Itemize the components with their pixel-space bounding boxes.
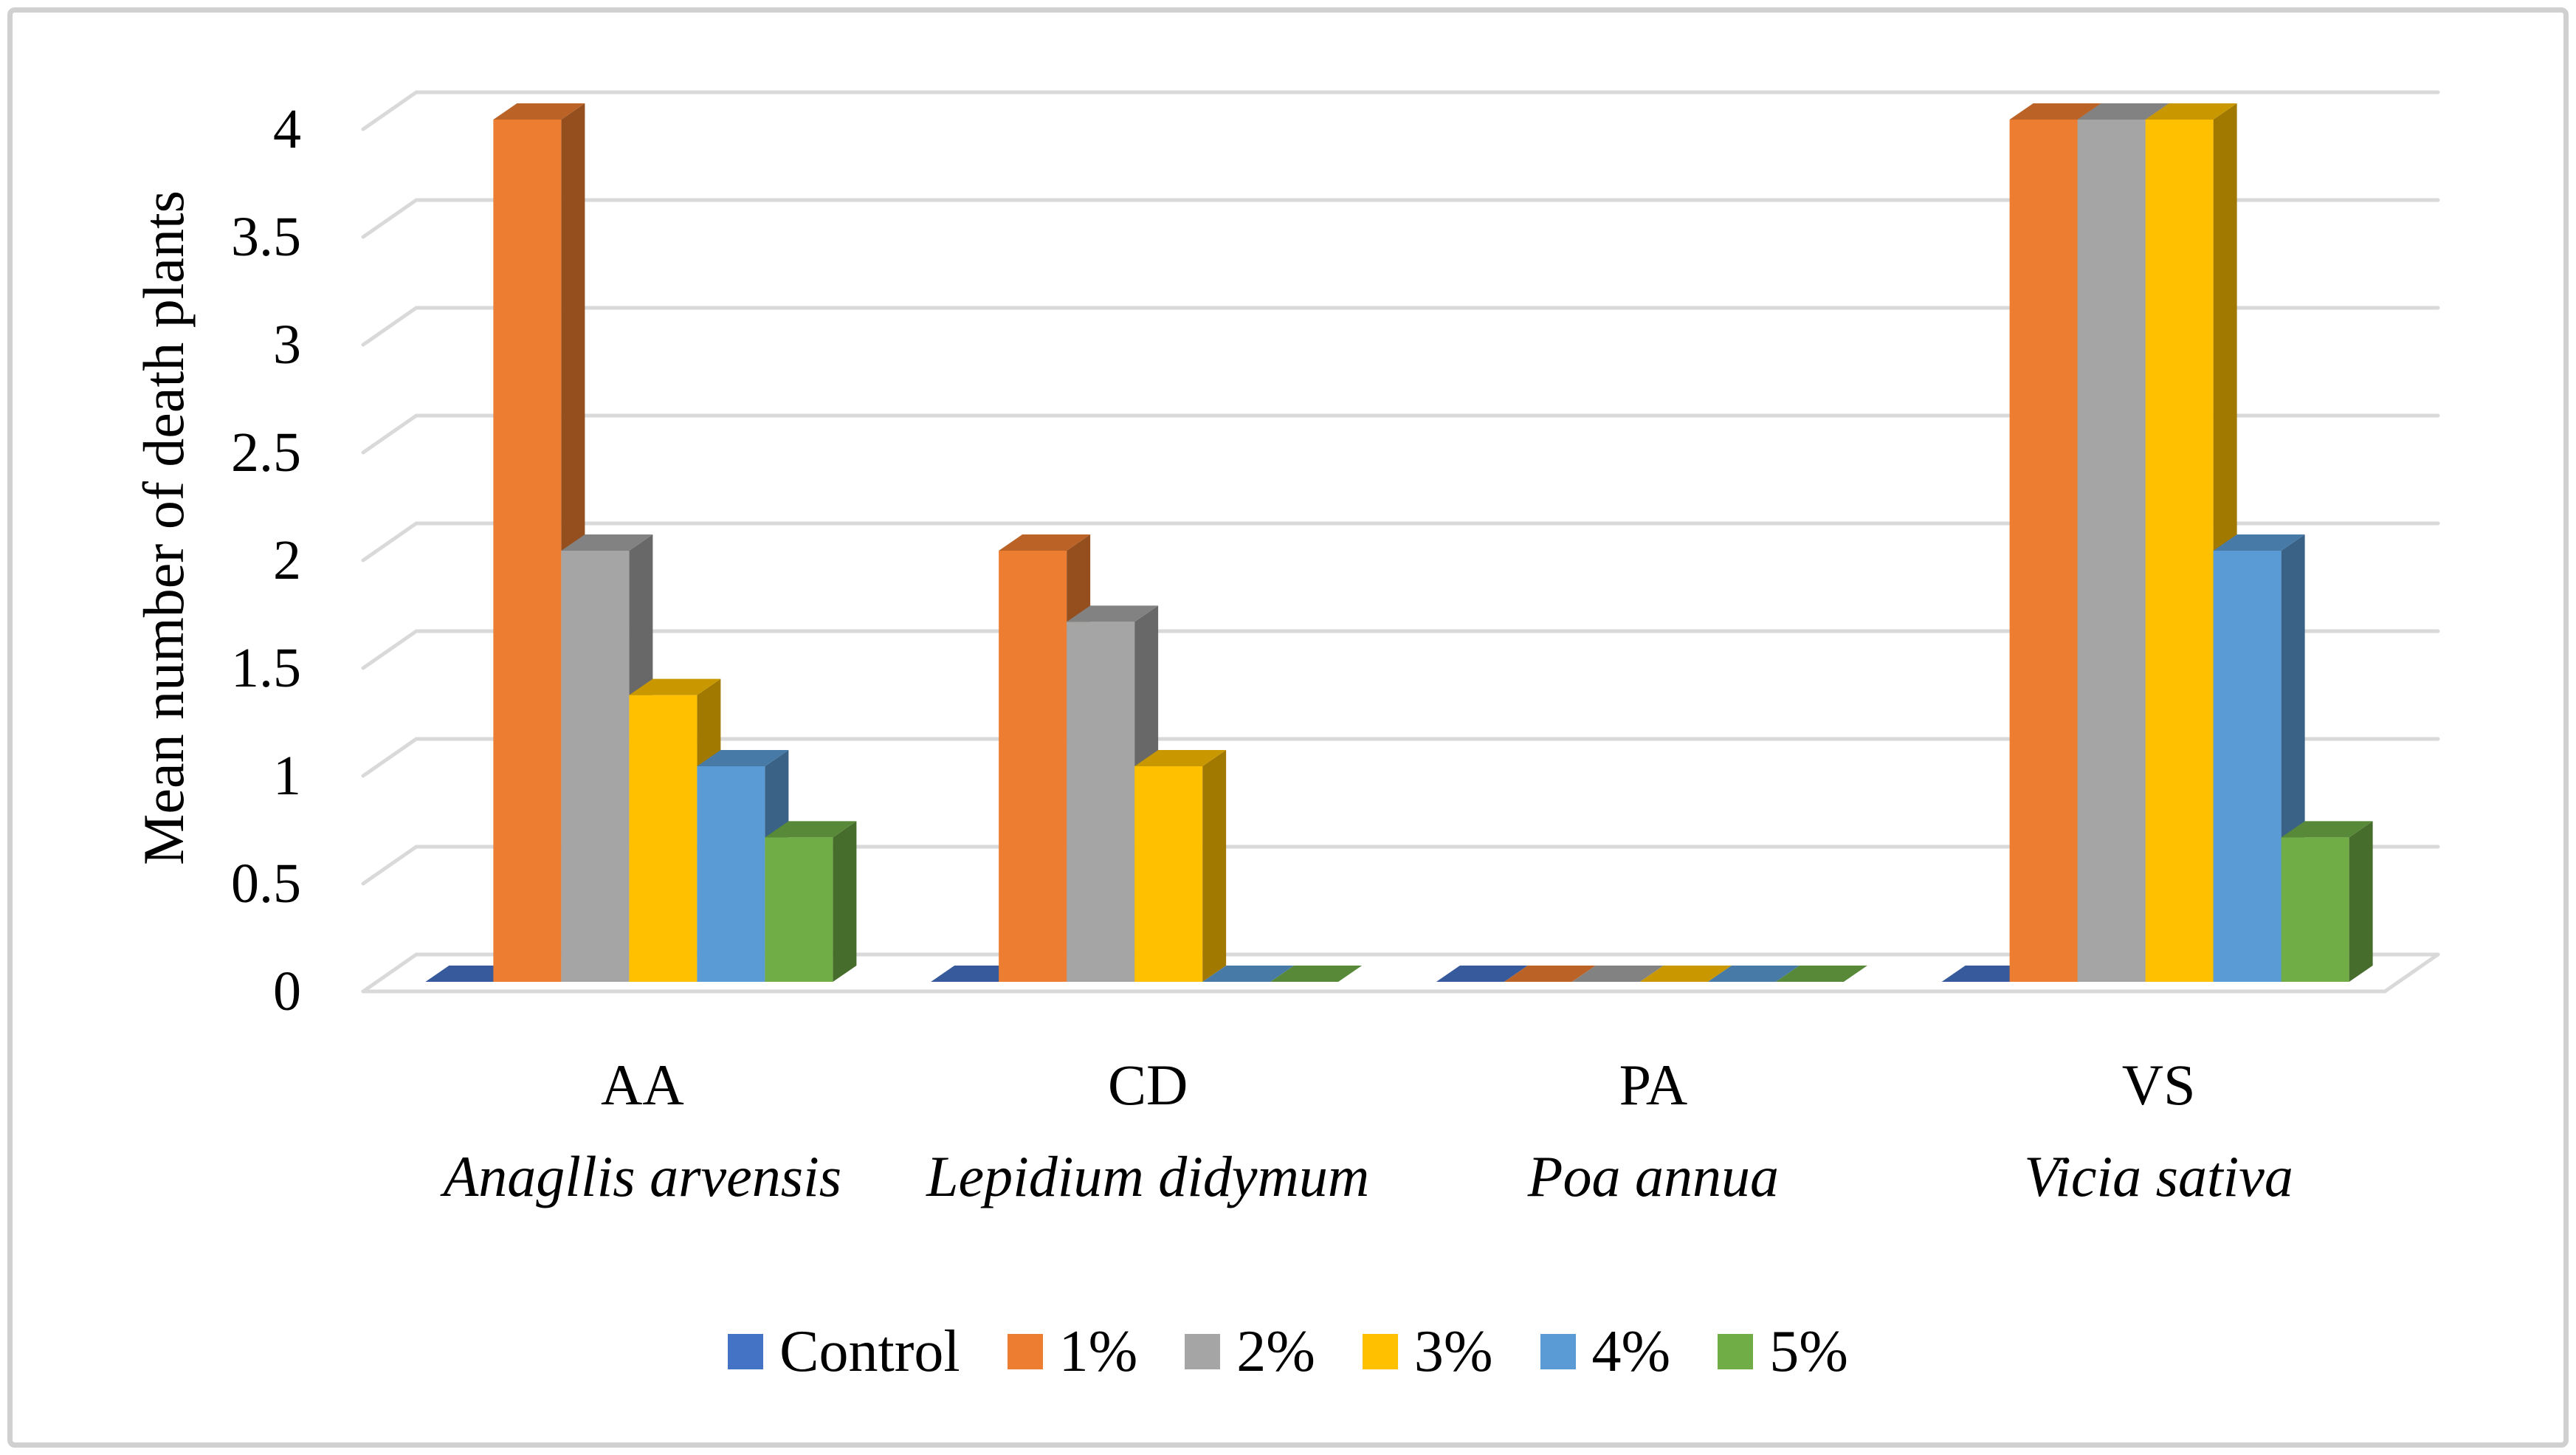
y-tick-label: 3.5 xyxy=(231,206,301,268)
gridline xyxy=(361,198,2440,239)
legend-label: 2% xyxy=(1236,1318,1315,1384)
y-tick-label: 4 xyxy=(273,98,301,160)
bar-side-face xyxy=(2349,821,2373,982)
bar-top-face xyxy=(1134,750,1227,766)
legend-label: Control xyxy=(779,1318,960,1384)
gridline xyxy=(361,737,2440,778)
bar xyxy=(2281,837,2349,982)
legend-label: 4% xyxy=(1591,1318,1671,1384)
y-tick-label: 3 xyxy=(273,314,301,376)
bar-zero-tile xyxy=(1639,966,1732,982)
bar-top-face xyxy=(2009,103,2101,120)
bar xyxy=(765,837,833,982)
bar xyxy=(2077,120,2146,982)
gridline xyxy=(361,952,2440,994)
gridline xyxy=(361,90,2440,131)
bar-zero-tile xyxy=(1270,966,1363,982)
legend-item: 3% xyxy=(1362,1318,1493,1386)
bar xyxy=(493,120,562,982)
legend-swatch xyxy=(1362,1334,1398,1369)
category-code-label: AA xyxy=(601,1053,684,1117)
legend-label: 3% xyxy=(1413,1318,1493,1384)
y-tick-label: 0.5 xyxy=(231,853,301,915)
bar-top-face xyxy=(2077,103,2169,120)
category-species-label: Vicia sativa xyxy=(2024,1144,2293,1208)
legend-swatch xyxy=(728,1334,764,1369)
floor-edge xyxy=(361,952,2440,994)
bar xyxy=(2009,120,2078,982)
bar-top-face xyxy=(1067,605,1159,622)
y-tick-label: 2 xyxy=(273,529,301,591)
bar-top-face xyxy=(2281,821,2373,838)
y-tick-label: 1.5 xyxy=(231,637,301,699)
category-code-label: VS xyxy=(2121,1053,2196,1117)
bar xyxy=(697,766,765,982)
category-code-label: PA xyxy=(1619,1053,1688,1117)
bar-zero-tile xyxy=(1707,966,1800,982)
bar-zero-tile xyxy=(1571,966,1664,982)
bar-top-face xyxy=(2213,534,2305,551)
bar xyxy=(2213,551,2281,982)
legend-item: 2% xyxy=(1185,1318,1315,1386)
category-code-label: CD xyxy=(1107,1053,1188,1117)
bar-zero-tile xyxy=(1775,966,1867,982)
bar xyxy=(1067,622,1135,982)
gridline xyxy=(361,306,2440,347)
legend-swatch xyxy=(1007,1334,1043,1369)
legend-swatch xyxy=(1540,1334,1576,1369)
legend-item: 1% xyxy=(1007,1318,1138,1386)
legend-swatch xyxy=(1185,1334,1221,1369)
gridline xyxy=(361,413,2440,455)
gridline xyxy=(361,629,2440,670)
legend: Control 1% 2% 3% 4% 5% xyxy=(0,1315,2576,1389)
legend-item: 5% xyxy=(1718,1318,1848,1386)
bar-top-face xyxy=(561,534,653,551)
bar-top-face xyxy=(697,750,789,766)
category-species-label: Lepidium didymum xyxy=(926,1144,1370,1208)
bar xyxy=(2145,120,2214,982)
category-species-label: Anagllis arvensis xyxy=(443,1144,842,1208)
y-tick-label: 2.5 xyxy=(231,422,301,484)
legend-label: 5% xyxy=(1769,1318,1848,1384)
category-species-label: Poa annua xyxy=(1527,1144,1779,1208)
bar-top-face xyxy=(2145,103,2237,120)
bar-top-face xyxy=(629,678,721,695)
legend-item: Control xyxy=(728,1318,960,1386)
y-tick-label: 0 xyxy=(273,960,301,1022)
legend-swatch xyxy=(1718,1334,1754,1369)
bar xyxy=(629,695,698,982)
bar-side-face xyxy=(833,821,857,982)
bar-top-face xyxy=(765,821,857,838)
legend-item: 4% xyxy=(1540,1318,1671,1386)
bar-zero-tile xyxy=(1202,966,1295,982)
bar-top-face xyxy=(493,103,585,120)
gridline xyxy=(361,845,2440,886)
bar-zero-tile xyxy=(1436,966,1528,982)
bar-zero-tile xyxy=(1504,966,1596,982)
y-tick-label: 1 xyxy=(273,745,301,807)
legend-label: 1% xyxy=(1058,1318,1138,1384)
bar xyxy=(999,551,1067,982)
bar-top-face xyxy=(999,534,1091,551)
bar xyxy=(561,551,630,982)
bar-side-face xyxy=(1202,750,1227,982)
gridline xyxy=(361,521,2440,563)
bar xyxy=(1134,766,1203,982)
